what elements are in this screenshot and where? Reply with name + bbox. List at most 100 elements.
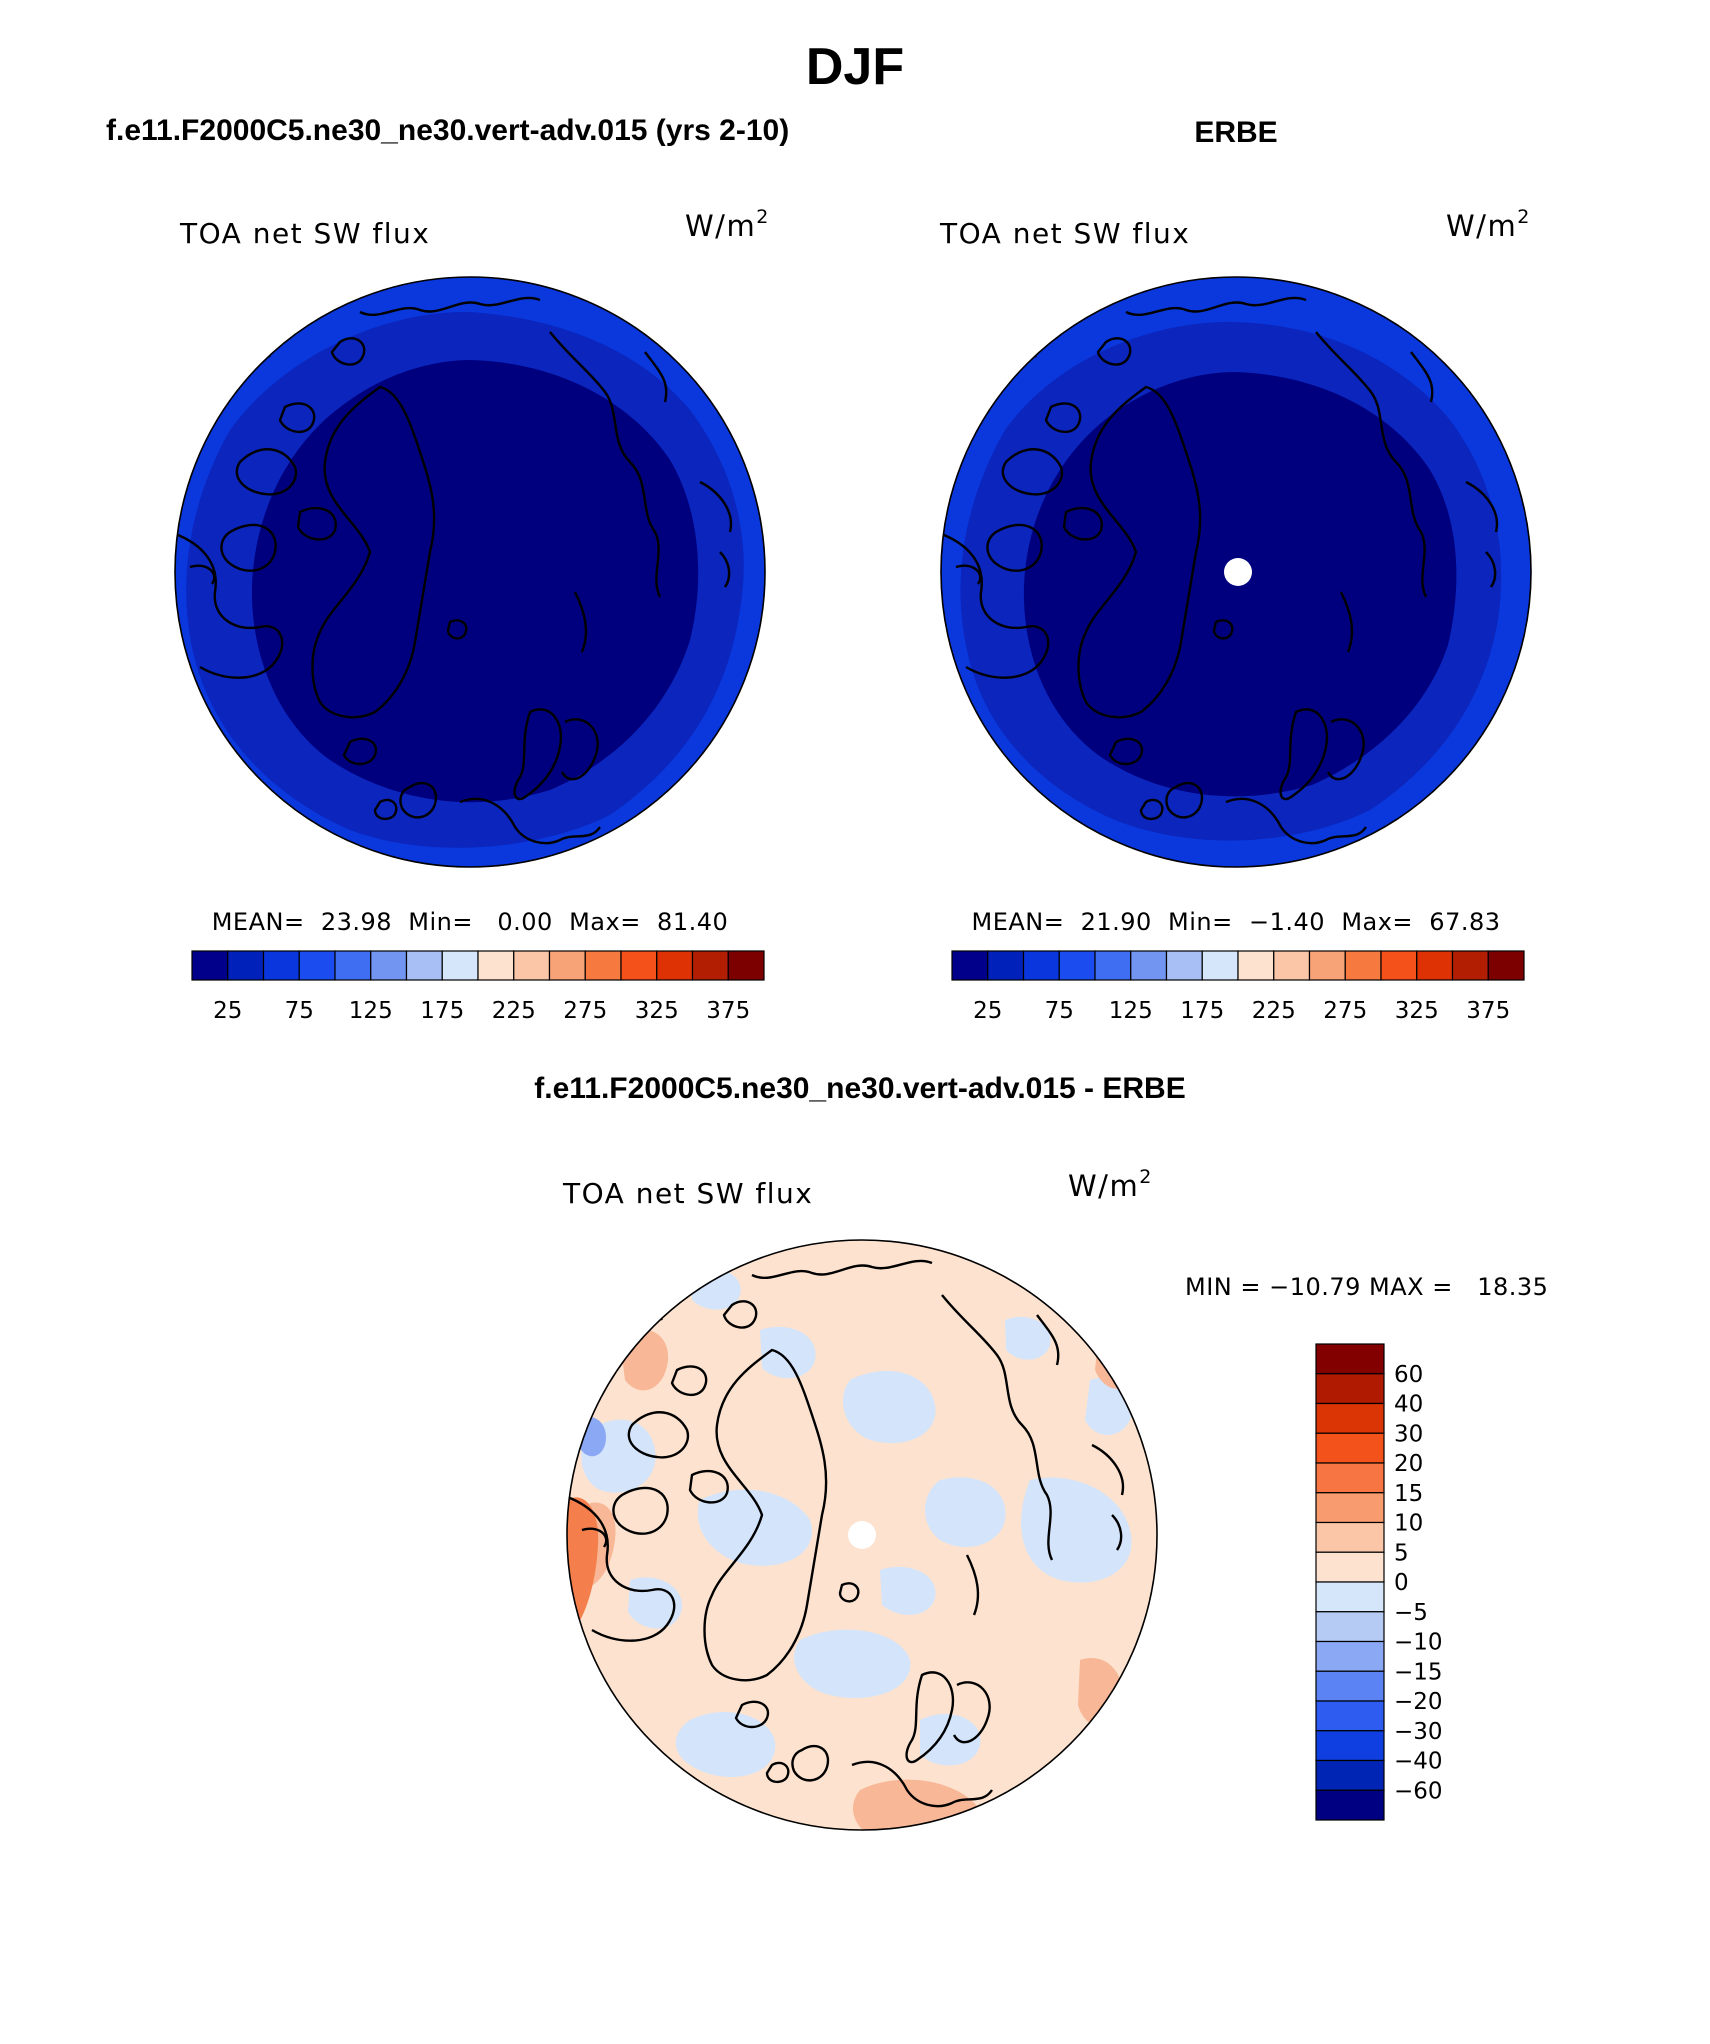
colorbar-box xyxy=(1315,1343,1385,1375)
colorbar-tick-label: 60 xyxy=(1394,1362,1423,1388)
panel-obs-stats: MEAN= 21.90 Min= −1.40 Max= 67.83 xyxy=(971,908,1500,936)
colorbar-tick-label: 125 xyxy=(1109,998,1153,1024)
colorbar-box xyxy=(1058,950,1096,981)
colorbar-tick-label: −30 xyxy=(1394,1719,1443,1745)
colorbar-box xyxy=(656,950,694,981)
colorbar-tick-label: 375 xyxy=(706,998,750,1024)
colorbar-box xyxy=(1315,1432,1385,1464)
diff-case-title: f.e11.F2000C5.ne30_ne30.vert-adv.015 - E… xyxy=(534,1072,1185,1105)
map-border xyxy=(566,1239,1158,1831)
colorbar-box xyxy=(691,950,729,981)
colorbar-box xyxy=(405,950,443,981)
colorbar-tick-label: 5 xyxy=(1394,1540,1409,1566)
colorbar-box xyxy=(1094,950,1132,981)
colorbar-box xyxy=(1315,1789,1385,1821)
colorbar-tick-label: −20 xyxy=(1394,1689,1443,1715)
colorbar-box xyxy=(1273,950,1311,981)
colorbar-tick-label: −60 xyxy=(1394,1778,1443,1804)
colorbar-box xyxy=(1315,1700,1385,1732)
colorbar-box xyxy=(1315,1521,1385,1553)
units-exponent: 2 xyxy=(1517,206,1531,228)
colorbar-box xyxy=(1022,950,1060,981)
colorbar-box xyxy=(1315,1373,1385,1405)
colorbar-tick-label: −40 xyxy=(1394,1749,1443,1775)
colorbar-box xyxy=(1315,1551,1385,1583)
colorbar-tick-label: −5 xyxy=(1394,1600,1428,1626)
colorbar-box xyxy=(951,950,989,981)
colorbar-box xyxy=(1315,1462,1385,1494)
colorbar-box xyxy=(477,950,515,981)
colorbar-box xyxy=(1380,950,1418,981)
colorbar-box xyxy=(727,950,765,981)
colorbar-tick-label: 75 xyxy=(1045,998,1074,1024)
colorbar-box xyxy=(370,950,408,981)
colorbar-box xyxy=(441,950,479,981)
units-exponent: 2 xyxy=(756,206,770,228)
colorbar-box xyxy=(1315,1611,1385,1643)
colorbar-box xyxy=(1487,950,1525,981)
colorbar-box xyxy=(1344,950,1382,981)
colorbar-tick-label: 25 xyxy=(213,998,242,1024)
panel-model-variable-label: TOA net SW flux xyxy=(179,217,430,250)
diff-minmax: MIN = −10.79 MAX = 18.35 xyxy=(1185,1273,1548,1301)
colorbar-tick-label: 175 xyxy=(1180,998,1224,1024)
colorbar-box xyxy=(1416,950,1454,981)
colorbar-tick-label: −15 xyxy=(1394,1659,1443,1685)
colorbar-box xyxy=(1165,950,1203,981)
diff-variable-label: TOA net SW flux xyxy=(562,1177,813,1210)
colorbar-tick-label: 225 xyxy=(492,998,536,1024)
colorbar-tick-label: 15 xyxy=(1394,1481,1423,1507)
colorbar-box xyxy=(1237,950,1275,981)
units-base: W/m xyxy=(1446,209,1517,243)
units-exponent: 2 xyxy=(1139,1166,1153,1188)
units-base: W/m xyxy=(1068,1169,1139,1203)
season-title: DJF xyxy=(806,38,904,96)
colorbar-box xyxy=(620,950,658,981)
panel-model-stats: MEAN= 23.98 Min= 0.00 Max= 81.40 xyxy=(212,908,729,936)
colorbar-box xyxy=(987,950,1025,981)
colorbar-tick-label: 225 xyxy=(1252,998,1296,1024)
colorbar-tick-label: 375 xyxy=(1466,998,1510,1024)
colorbar-tick-label: 25 xyxy=(973,998,1002,1024)
map-dark-core xyxy=(251,360,699,803)
colorbar-box xyxy=(1315,1581,1385,1613)
units-base: W/m xyxy=(685,209,756,243)
colorbar-box xyxy=(298,950,336,981)
colorbar-tick-label: 75 xyxy=(285,998,314,1024)
colorbar-tick-label: 275 xyxy=(1323,998,1367,1024)
panel-model-colorbar: 25 75 125 175 225 275 325 375 xyxy=(191,950,765,1024)
panel-obs-colorbar: 25 75 125 175 225 275 325 375 xyxy=(951,950,1525,1024)
colorbar-box xyxy=(1451,950,1489,981)
colorbar-box xyxy=(1315,1730,1385,1762)
colorbar-tick-label: 325 xyxy=(635,998,679,1024)
colorbar-box xyxy=(1308,950,1346,981)
panel-model-polar-map xyxy=(175,277,765,867)
colorbar-tick-label: 275 xyxy=(563,998,607,1024)
colorbar-tick-label: 175 xyxy=(420,998,464,1024)
pole-missing-data xyxy=(1224,558,1252,586)
colorbar-tick-label: −10 xyxy=(1394,1630,1443,1656)
map-border xyxy=(174,276,766,868)
colorbar-box xyxy=(1315,1492,1385,1524)
panel-model-case-title: f.e11.F2000C5.ne30_ne30.vert-adv.015 (yr… xyxy=(106,114,789,147)
diff-units: W/m2 xyxy=(1068,1166,1153,1203)
diff-colorbar: 60 40 30 20 15 10 5 0 −5 −10 −15 −20 −30 −40 −60 xyxy=(1315,1343,1443,1821)
colorbar-tick-label: 0 xyxy=(1394,1570,1409,1596)
panel-obs-variable-label: TOA net SW flux xyxy=(939,217,1190,250)
colorbar-box xyxy=(584,950,622,981)
colorbar-tick-label: 20 xyxy=(1394,1451,1423,1477)
colorbar-box xyxy=(1315,1670,1385,1702)
colorbar-box xyxy=(191,950,229,981)
panel-model-units: W/m2 xyxy=(685,206,770,243)
colorbar-tick-label: 125 xyxy=(349,998,393,1024)
pole-missing-data xyxy=(848,1521,876,1549)
colorbar-box xyxy=(1130,950,1168,981)
colorbar-tick-label: 30 xyxy=(1394,1421,1423,1447)
colorbar-box xyxy=(1201,950,1239,981)
colorbar-box xyxy=(548,950,586,981)
colorbar-box xyxy=(1315,1402,1385,1434)
colorbar-box xyxy=(513,950,551,981)
panel-obs-units: W/m2 xyxy=(1446,206,1531,243)
colorbar-tick-label: 40 xyxy=(1394,1392,1423,1418)
